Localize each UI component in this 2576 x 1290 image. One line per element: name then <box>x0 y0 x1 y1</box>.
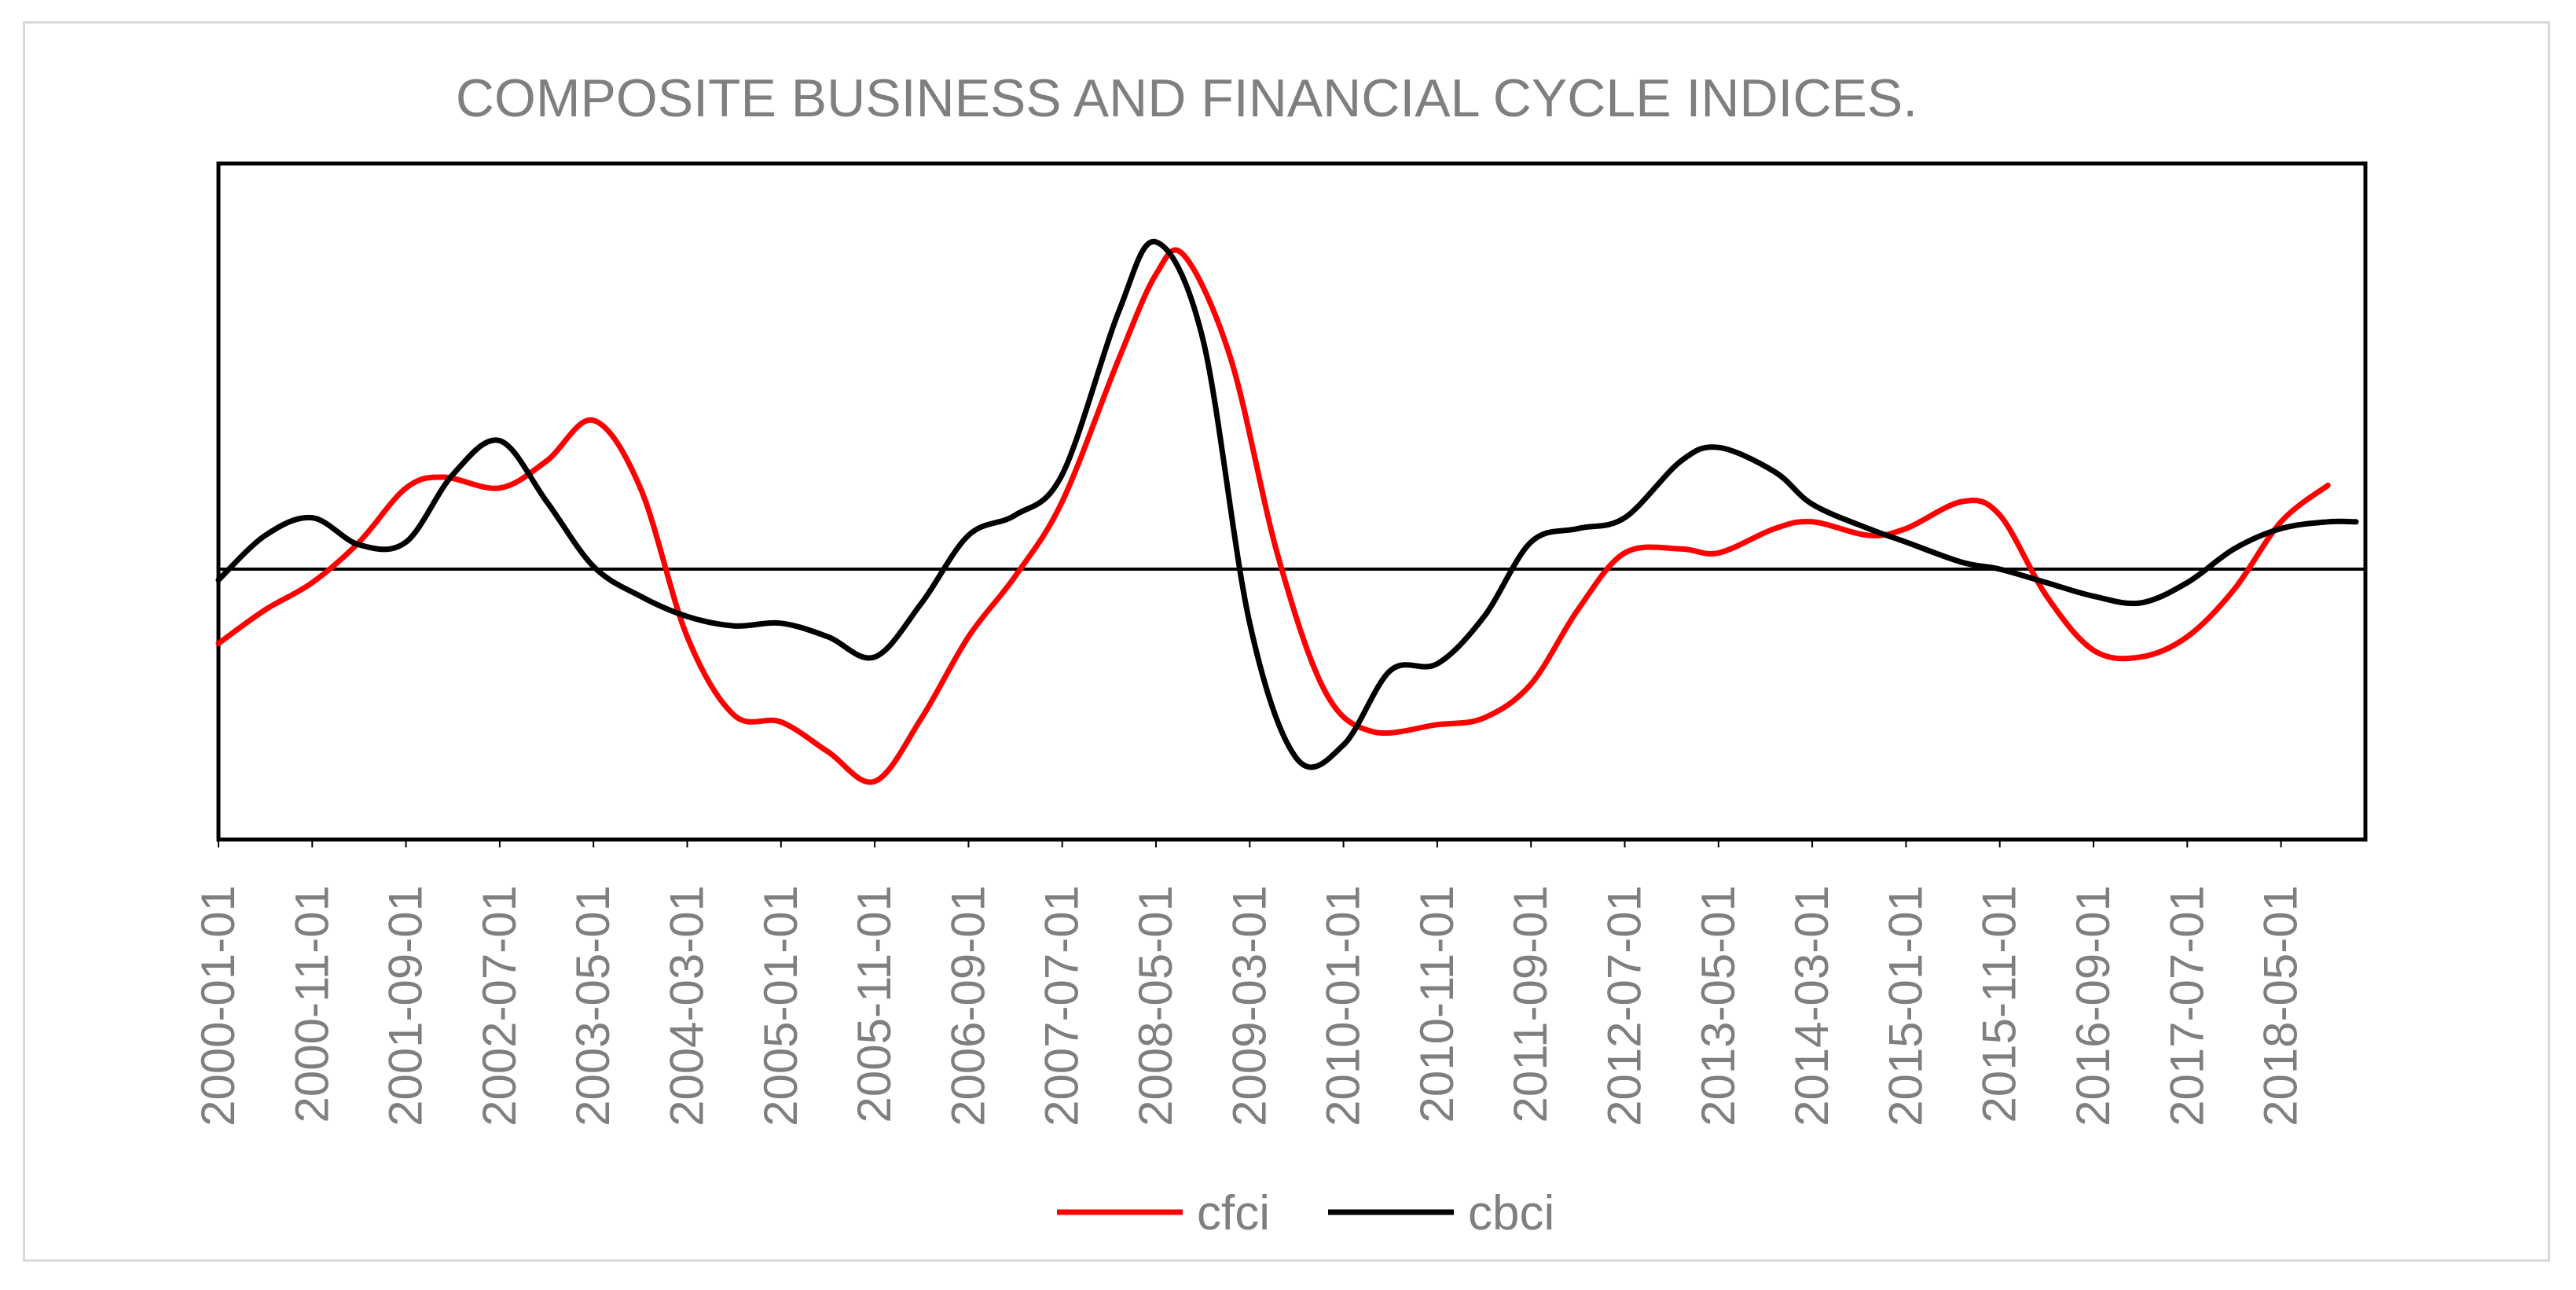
legend-label-cfci: cfci <box>1197 1186 1270 1240</box>
x-tick-label: 2010-11-01 <box>1411 885 1463 1123</box>
x-tick-label: 2000-11-01 <box>285 885 338 1123</box>
plot-area <box>215 161 2368 842</box>
x-tick-label: 2015-01-01 <box>1879 885 1932 1126</box>
x-tick-label: 2001-09-01 <box>380 885 432 1126</box>
x-tick-label: 2010-01-01 <box>1317 885 1370 1126</box>
x-tick-label: 2014-03-01 <box>1785 885 1838 1126</box>
x-tick-label: 2016-09-01 <box>2067 885 2119 1126</box>
series-line-cfci <box>215 247 2331 785</box>
x-tick-label: 2009-03-01 <box>1223 885 1275 1126</box>
chart-title: COMPOSITE BUSINESS AND FINANCIAL CYCLE I… <box>455 68 1918 128</box>
legend-label-cbci: cbci <box>1468 1186 1554 1240</box>
x-tick-label: 2005-11-01 <box>848 885 901 1123</box>
x-axis-ticks: 2000-01-01 2000-11-01 2001-09-01 2002-07-01… <box>192 840 2307 1126</box>
x-tick-label: 2011-09-01 <box>1504 885 1557 1123</box>
x-tick-label: 2015-11-01 <box>1973 885 2026 1123</box>
x-tick-label: 2003-05-01 <box>567 885 619 1126</box>
x-tick-label: 2018-05-01 <box>2255 885 2307 1126</box>
x-tick-label: 2004-03-01 <box>661 885 714 1126</box>
x-tick-label: 2017-07-01 <box>2160 885 2213 1126</box>
x-tick-label: 2013-05-01 <box>1692 885 1745 1126</box>
plot-border <box>216 161 2368 842</box>
x-tick-label: 2008-05-01 <box>1129 885 1182 1126</box>
series-line-cbci <box>215 238 2359 770</box>
chart-frame <box>23 21 2550 1262</box>
x-tick-label: 2012-07-01 <box>1598 885 1651 1126</box>
legend: cfci cbci <box>1057 1186 1554 1240</box>
x-tick-label: 2002-07-01 <box>473 885 526 1126</box>
x-tick-label: 2000-01-01 <box>192 885 244 1126</box>
x-tick-label: 2005-01-01 <box>754 885 807 1126</box>
x-tick-label: 2006-09-01 <box>941 885 994 1126</box>
x-tick-label: 2007-07-01 <box>1036 885 1088 1126</box>
